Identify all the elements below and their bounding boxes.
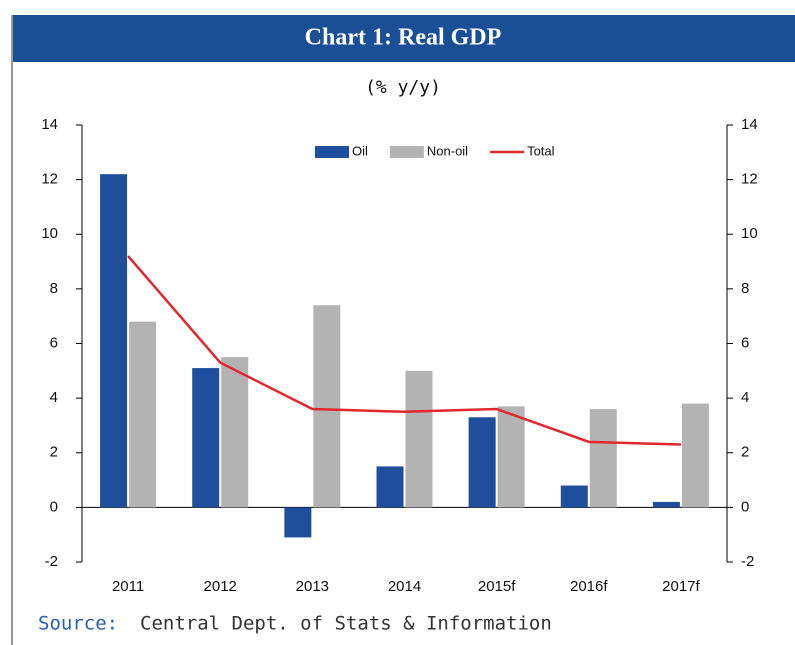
title-bar	[12, 15, 795, 62]
bar	[589, 409, 617, 508]
bar	[652, 501, 680, 508]
x-tick-label: 2012	[204, 578, 237, 595]
y-tick-label: 14	[41, 116, 58, 133]
bar	[192, 368, 220, 508]
y-tick-label: 2	[50, 444, 58, 461]
x-tick-label: 2014	[388, 578, 421, 595]
legend-swatch	[389, 146, 424, 158]
y2-tick-label: 12	[741, 171, 758, 188]
y2-tick-label: 10	[741, 225, 758, 242]
legend-label: Non-oil	[427, 143, 468, 158]
y2-tick-label: 6	[741, 334, 749, 351]
source-text: Central Dept. of Stats & Information	[140, 613, 552, 635]
bar	[129, 321, 157, 508]
bar	[560, 485, 588, 508]
bar	[221, 357, 249, 508]
source-label: Source:	[38, 613, 118, 635]
y-tick-label: 8	[50, 280, 58, 297]
y-tick-label: 0	[50, 498, 58, 515]
bar	[284, 507, 312, 538]
bar	[468, 417, 496, 508]
x-tick-label: 2016f	[570, 578, 608, 595]
bar	[376, 466, 404, 508]
y-tick-label: 12	[41, 171, 58, 188]
bar	[497, 406, 525, 508]
line	[127, 255, 681, 446]
y-tick-label: 4	[50, 389, 58, 406]
chart-title: Chart 1: Real GDP	[305, 25, 502, 51]
y2-tick-label: -2	[741, 553, 754, 570]
y-tick-label: 6	[50, 334, 58, 351]
y2-tick-label: 8	[741, 280, 749, 297]
y2-tick-label: 14	[741, 116, 758, 133]
bar	[681, 403, 709, 508]
legend-label: Total	[527, 143, 555, 158]
bar	[313, 305, 341, 508]
chart-subtitle: (% y/y)	[365, 77, 441, 98]
bar	[405, 370, 433, 508]
y2-tick-label: 2	[741, 444, 749, 461]
bar	[100, 174, 128, 508]
x-tick-label: 2013	[296, 578, 329, 595]
y2-tick-label: 4	[741, 389, 749, 406]
y2-tick-label: 0	[741, 498, 749, 515]
y-tick-label: -2	[45, 553, 58, 570]
legend-label: Oil	[352, 143, 368, 158]
x-tick-label: 2011	[112, 578, 144, 595]
y-tick-label: 10	[41, 225, 58, 242]
x-tick-label: 2017f	[662, 578, 700, 595]
x-tick-label: 2015f	[478, 578, 516, 595]
legend-swatch	[315, 146, 349, 158]
